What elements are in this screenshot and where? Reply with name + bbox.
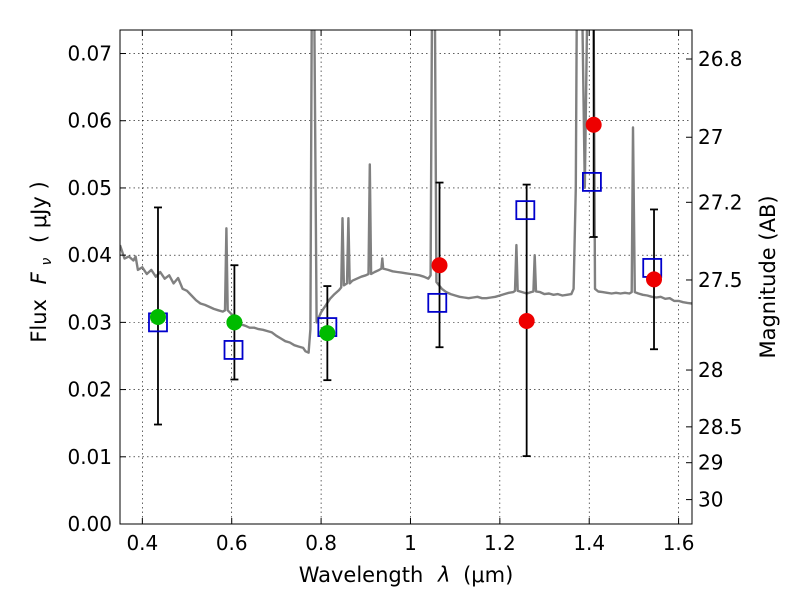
x-tick-label: 0.4 xyxy=(126,531,158,555)
y-tick-label: 0.05 xyxy=(67,176,112,200)
mag-tick-label: 27 xyxy=(698,125,723,149)
x-axis-label-symbol: λ xyxy=(437,563,450,587)
photometry-point xyxy=(585,116,602,133)
mag-tick-label: 27.2 xyxy=(698,190,743,214)
y2-axis-label: Magnitude (AB) xyxy=(756,195,780,358)
mag-tick-label: 30 xyxy=(698,488,723,512)
model-square xyxy=(427,292,448,313)
photometry-point xyxy=(319,325,336,342)
mag-tick-label: 27.5 xyxy=(698,268,743,292)
y-tick-label: 0.00 xyxy=(67,512,112,536)
x-axis-label: Wavelength λ (μm) xyxy=(299,563,514,587)
photometry-point-layer xyxy=(149,116,663,342)
spectrum-line xyxy=(120,30,692,354)
y-tick-label: 0.04 xyxy=(67,243,112,267)
y-tick-label: 0.02 xyxy=(67,378,112,402)
photometry-point xyxy=(518,313,535,330)
y-axis-label-unit: ( μJy ) xyxy=(27,181,51,243)
spectrum-layer xyxy=(120,30,692,354)
x-tick-label: 1 xyxy=(404,531,417,555)
model-square xyxy=(582,171,602,192)
y-tick-label: 0.01 xyxy=(67,445,112,469)
y-axis-label-prefix: Flux xyxy=(27,299,51,343)
x-tick-label: 1.4 xyxy=(573,531,605,555)
photometry-point xyxy=(431,257,448,274)
x-axis-label-text: Wavelength xyxy=(299,563,424,587)
model-square xyxy=(515,200,536,221)
y-tick-label: 0.03 xyxy=(67,310,112,334)
plot-frame xyxy=(119,29,693,525)
x-axis-label-unit: (μm) xyxy=(463,563,513,587)
plot-background xyxy=(120,30,692,524)
mag-tick-label: 28.5 xyxy=(698,415,743,439)
model-square xyxy=(223,340,244,360)
mag-tick-label: 28 xyxy=(698,358,723,382)
photometry-point xyxy=(149,308,166,325)
x-tick-label: 1.6 xyxy=(663,531,695,555)
mag-tick-label: 29 xyxy=(698,451,723,475)
y-axis-label-subscript: ν xyxy=(39,258,55,266)
photometry-point xyxy=(226,314,243,331)
y-tick-label: 0.06 xyxy=(67,109,112,133)
grid-lines xyxy=(120,30,692,524)
mag-tick-label: 26.8 xyxy=(698,47,743,71)
axis-ticks: 0.4 0.6 0.8 1 1.2 1.4 1.6 0.00 0.01 0.02 0.03 0.04 0… xyxy=(67,30,743,555)
x-tick-label: 1.2 xyxy=(484,531,516,555)
photometry-point xyxy=(646,271,663,288)
x-tick-label: 0.6 xyxy=(216,531,248,555)
x-tick-label: 0.8 xyxy=(305,531,337,555)
y-axis-label-symbol: F xyxy=(27,271,51,284)
y-tick-label: 0.07 xyxy=(67,42,112,66)
y-axis-label: Flux F ν ( μJy ) xyxy=(27,181,56,342)
